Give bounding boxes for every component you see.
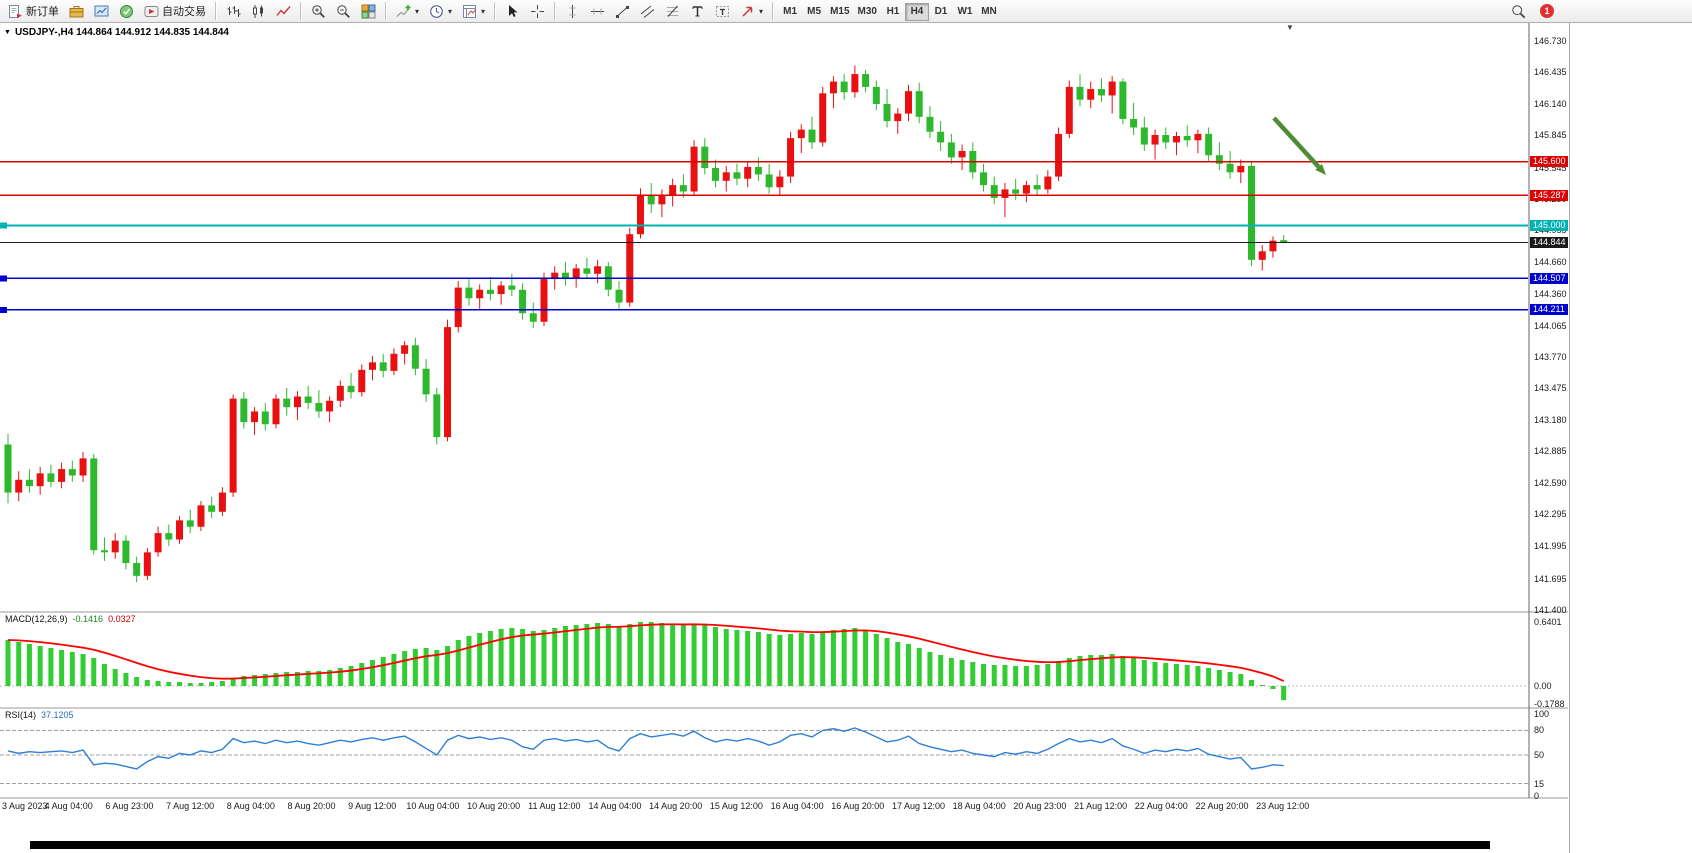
timeframe-toolbar: M1 M5 M15 M30 H1 H4 D1 W1 MN bbox=[778, 1, 1001, 21]
toolbar-separator bbox=[300, 2, 302, 20]
chevron-down-icon: ▾ bbox=[481, 6, 486, 16]
trend-arrow-annotation[interactable] bbox=[1272, 116, 1321, 169]
timeframe-button-m1[interactable]: M1 bbox=[778, 3, 802, 21]
candlestick-icon bbox=[251, 4, 266, 19]
trendline-icon bbox=[615, 4, 630, 19]
arrows-button[interactable]: ▾ bbox=[736, 1, 767, 21]
toolbar-separator bbox=[554, 2, 557, 20]
chevron-down-icon: ▾ bbox=[759, 6, 764, 16]
market-watch-icon bbox=[94, 4, 109, 19]
rsi-line bbox=[7, 727, 1284, 770]
channel-icon bbox=[640, 4, 655, 19]
macd-indicator-label: MACD(12,26,9) -0.1416 0.0327 bbox=[5, 614, 141, 624]
timeframe-button-w1[interactable]: W1 bbox=[953, 3, 977, 21]
line-handle[interactable] bbox=[0, 222, 7, 229]
timeframe-button-m5[interactable]: M5 bbox=[802, 3, 826, 21]
toolbar-separator bbox=[385, 2, 387, 20]
navigator-button[interactable] bbox=[115, 1, 138, 21]
new-order-icon bbox=[8, 4, 23, 19]
horizontal-line-icon bbox=[590, 4, 605, 19]
timeframe-button-m15[interactable]: M15 bbox=[826, 3, 853, 21]
horizontal-line-objects bbox=[0, 160, 1528, 313]
horizontal-line-button[interactable] bbox=[586, 1, 609, 21]
bar-chart-button[interactable] bbox=[222, 1, 245, 21]
periods-button[interactable]: ▾ bbox=[425, 1, 456, 21]
fibonacci-button bbox=[661, 1, 684, 21]
indicators-button[interactable]: ▾ bbox=[392, 1, 423, 21]
crosshair-button[interactable] bbox=[526, 1, 549, 21]
new-order-label: 新订单 bbox=[26, 6, 59, 18]
macd-signal-line bbox=[7, 623, 1285, 682]
periods-clock-icon bbox=[429, 4, 444, 19]
search-icon bbox=[1511, 4, 1526, 19]
text-label-button[interactable] bbox=[711, 1, 734, 21]
auto-trading-label: 自动交易 bbox=[162, 6, 206, 18]
chart-canvas[interactable] bbox=[0, 23, 1569, 853]
text-button[interactable] bbox=[686, 1, 709, 21]
line-chart-button[interactable] bbox=[272, 1, 295, 21]
auto-trading-icon bbox=[144, 4, 159, 19]
chart-window: ▼ USDJPY-,H4 144.864 144.912 144.835 144.… bbox=[0, 23, 1570, 853]
vertical-line-icon bbox=[565, 4, 580, 19]
main-toolbar: 新订单 自动交易 ▾ ▾ ▾ ▾ M1 M5 M15 M30 H1 H4 D1 W1 MN 1 bbox=[0, 0, 1692, 23]
chart-profiles-icon bbox=[69, 4, 84, 19]
templates-button[interactable]: ▾ bbox=[458, 1, 489, 21]
vertical-line-button[interactable] bbox=[561, 1, 584, 21]
toolbar-separator bbox=[494, 2, 497, 20]
auto-trading-button[interactable]: 自动交易 bbox=[140, 1, 210, 21]
chart-title: ▼ USDJPY-,H4 144.864 144.912 144.835 144.… bbox=[4, 27, 229, 38]
toolbar-right-group: 1 bbox=[1506, 1, 1554, 21]
macd-name: MACD(12,26,9) bbox=[5, 614, 68, 624]
indicators-icon bbox=[396, 4, 411, 19]
macd-main-value: -0.1416 bbox=[72, 614, 104, 624]
chart-shift-marker: ▼ bbox=[1286, 23, 1294, 32]
one-click-trading-arrow[interactable]: ▼ bbox=[4, 29, 11, 36]
timeframe-button-h1[interactable]: H1 bbox=[881, 3, 905, 21]
templates-icon bbox=[462, 4, 477, 19]
navigator-icon bbox=[119, 4, 134, 19]
trendline-button[interactable] bbox=[611, 1, 634, 21]
zoom-out-icon bbox=[336, 4, 351, 19]
line-chart-icon bbox=[276, 4, 291, 19]
fibonacci-icon bbox=[665, 4, 680, 19]
chevron-down-icon: ▾ bbox=[448, 6, 453, 16]
zoom-in-button[interactable] bbox=[307, 1, 330, 21]
candlestick-chart-button[interactable] bbox=[247, 1, 270, 21]
line-handle[interactable] bbox=[0, 275, 7, 282]
tile-windows-button[interactable] bbox=[357, 1, 380, 21]
notification-badge[interactable]: 1 bbox=[1540, 4, 1554, 18]
text-icon bbox=[690, 4, 705, 19]
macd-signal-value: 0.0327 bbox=[108, 614, 136, 624]
chevron-down-icon: ▾ bbox=[415, 6, 420, 16]
toolbar-separator bbox=[772, 2, 775, 20]
market-watch-button[interactable] bbox=[90, 1, 113, 21]
toolbar-separator bbox=[215, 2, 217, 20]
zoom-in-icon bbox=[311, 4, 326, 19]
timeframe-button-d1[interactable]: D1 bbox=[929, 3, 953, 21]
timeframe-button-h4[interactable]: H4 bbox=[904, 2, 929, 21]
tile-windows-icon bbox=[361, 4, 376, 19]
search-button[interactable] bbox=[1507, 1, 1530, 21]
new-order-button[interactable]: 新订单 bbox=[4, 1, 63, 21]
timeframe-button-m30[interactable]: M30 bbox=[854, 3, 881, 21]
trend-arrow-head[interactable] bbox=[1315, 163, 1326, 175]
channel-button[interactable] bbox=[636, 1, 659, 21]
horizontal-scrollbar[interactable] bbox=[30, 841, 1490, 849]
rsi-indicator-label: RSI(14) 37.1205 bbox=[5, 710, 79, 720]
cursor-button[interactable] bbox=[501, 1, 524, 21]
rsi-value: 37.1205 bbox=[41, 710, 74, 720]
line-handle[interactable] bbox=[0, 306, 7, 313]
zoom-out-button[interactable] bbox=[332, 1, 355, 21]
crosshair-icon bbox=[530, 4, 545, 19]
rsi-name: RSI(14) bbox=[5, 710, 37, 720]
candlesticks bbox=[4, 65, 1288, 583]
cursor-icon bbox=[505, 4, 520, 19]
chart-profiles-button[interactable] bbox=[65, 1, 88, 21]
arrows-icon bbox=[740, 4, 755, 19]
text-label-icon bbox=[715, 4, 730, 19]
timeframe-button-mn[interactable]: MN bbox=[977, 3, 1001, 21]
macd-histogram bbox=[5, 622, 1287, 701]
bar-chart-icon bbox=[226, 4, 241, 19]
symbol-ohlc-text: USDJPY-,H4 144.864 144.912 144.835 144.8… bbox=[14, 27, 229, 38]
